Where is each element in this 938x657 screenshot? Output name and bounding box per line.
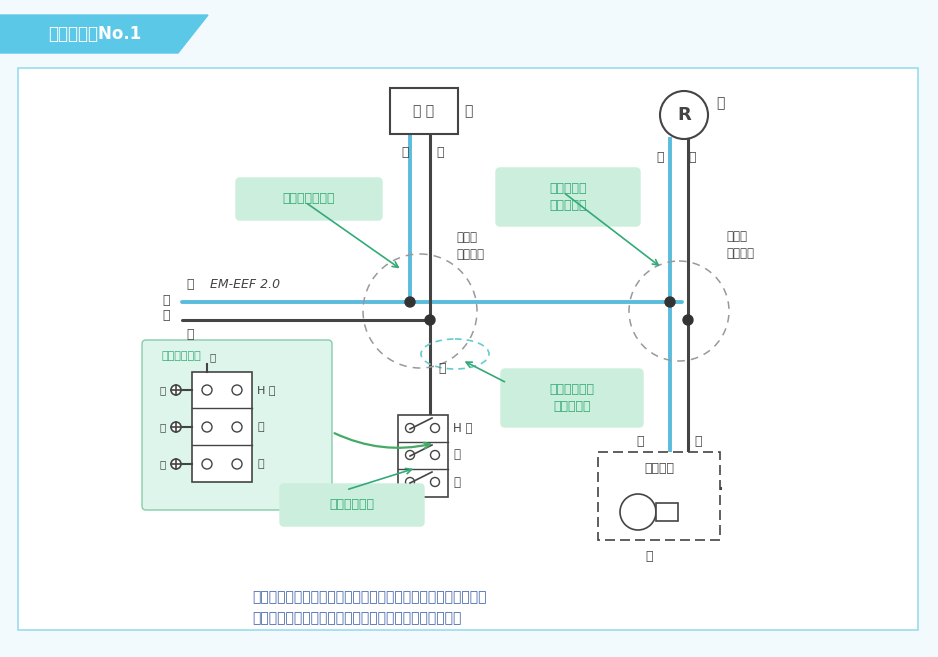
Circle shape — [202, 385, 212, 395]
Circle shape — [431, 424, 440, 432]
Text: H イ: H イ — [257, 385, 276, 395]
Circle shape — [665, 297, 675, 307]
Text: 黒: 黒 — [694, 435, 702, 448]
Circle shape — [405, 478, 415, 486]
Bar — [656, 503, 678, 521]
Bar — [18, 68, 918, 630]
Text: 黒: 黒 — [436, 146, 444, 159]
Circle shape — [232, 459, 242, 469]
Text: 接地側端子に白: 接地側端子に白 — [282, 193, 335, 206]
Text: H イ: H イ — [453, 422, 473, 434]
Text: EM-EEF 2.0: EM-EEF 2.0 — [210, 278, 280, 291]
Text: ロ: ロ — [453, 449, 460, 461]
Circle shape — [620, 494, 656, 530]
Circle shape — [232, 385, 242, 395]
Circle shape — [660, 91, 708, 139]
Text: 白: 白 — [186, 278, 193, 291]
FancyBboxPatch shape — [501, 369, 643, 427]
Circle shape — [202, 459, 212, 469]
Text: わたり線は黒: わたり線は黒 — [329, 499, 374, 512]
Circle shape — [431, 478, 440, 486]
Text: （ ）: （ ） — [414, 104, 434, 118]
Text: ロ: ロ — [716, 96, 724, 110]
Text: 白: 白 — [657, 151, 664, 164]
Circle shape — [202, 422, 212, 432]
Text: 電線の色別は
問わない。: 電線の色別は 問わない。 — [550, 383, 595, 413]
Text: R: R — [677, 106, 691, 124]
Text: ハ: ハ — [257, 459, 264, 469]
Text: 白: 白 — [637, 435, 644, 448]
FancyBboxPatch shape — [142, 340, 332, 510]
Text: 黒: 黒 — [438, 361, 446, 374]
Text: 電
源: 電 源 — [162, 294, 170, 322]
Circle shape — [171, 385, 181, 395]
Text: （正解の例）: （正解の例） — [162, 351, 202, 361]
Text: リング
スリーブ: リング スリーブ — [456, 231, 484, 261]
FancyBboxPatch shape — [236, 178, 382, 220]
Bar — [192, 372, 252, 482]
Bar — [390, 88, 458, 134]
Circle shape — [431, 451, 440, 459]
Text: イ: イ — [464, 104, 473, 118]
Bar — [598, 452, 720, 540]
Text: 候補問題　No.1: 候補問題 No.1 — [49, 25, 142, 43]
Text: 白: 白 — [401, 146, 409, 159]
Text: 黒: 黒 — [186, 328, 193, 341]
Circle shape — [425, 315, 435, 325]
Circle shape — [171, 459, 181, 469]
Text: 受金ねじ部
の端子に白: 受金ねじ部 の端子に白 — [550, 182, 587, 212]
Circle shape — [232, 422, 242, 432]
Text: 黒: 黒 — [159, 385, 166, 395]
Text: 黒: 黒 — [688, 151, 696, 164]
FancyBboxPatch shape — [280, 484, 424, 526]
Text: ハ: ハ — [453, 476, 460, 489]
Text: ハ: ハ — [645, 550, 653, 563]
Text: 黒: 黒 — [209, 352, 215, 362]
Text: 差込形
コネクタ: 差込形 コネクタ — [726, 230, 754, 260]
Text: （注）　上記は一例であり、スイッチの結線方法については、
　　　　これ以外にも正解となる結線方法があります。: （注） 上記は一例であり、スイッチの結線方法については、 これ以外にも正解となる… — [252, 590, 487, 625]
Polygon shape — [0, 15, 208, 53]
Circle shape — [683, 315, 693, 325]
Text: 黒: 黒 — [159, 459, 166, 469]
Text: ロ: ロ — [257, 422, 264, 432]
Text: 施工省略: 施工省略 — [644, 461, 674, 474]
Bar — [398, 415, 448, 497]
Circle shape — [171, 422, 181, 432]
Circle shape — [405, 451, 415, 459]
FancyBboxPatch shape — [496, 168, 640, 226]
Text: 黒: 黒 — [159, 422, 166, 432]
Circle shape — [405, 424, 415, 432]
Circle shape — [405, 297, 415, 307]
